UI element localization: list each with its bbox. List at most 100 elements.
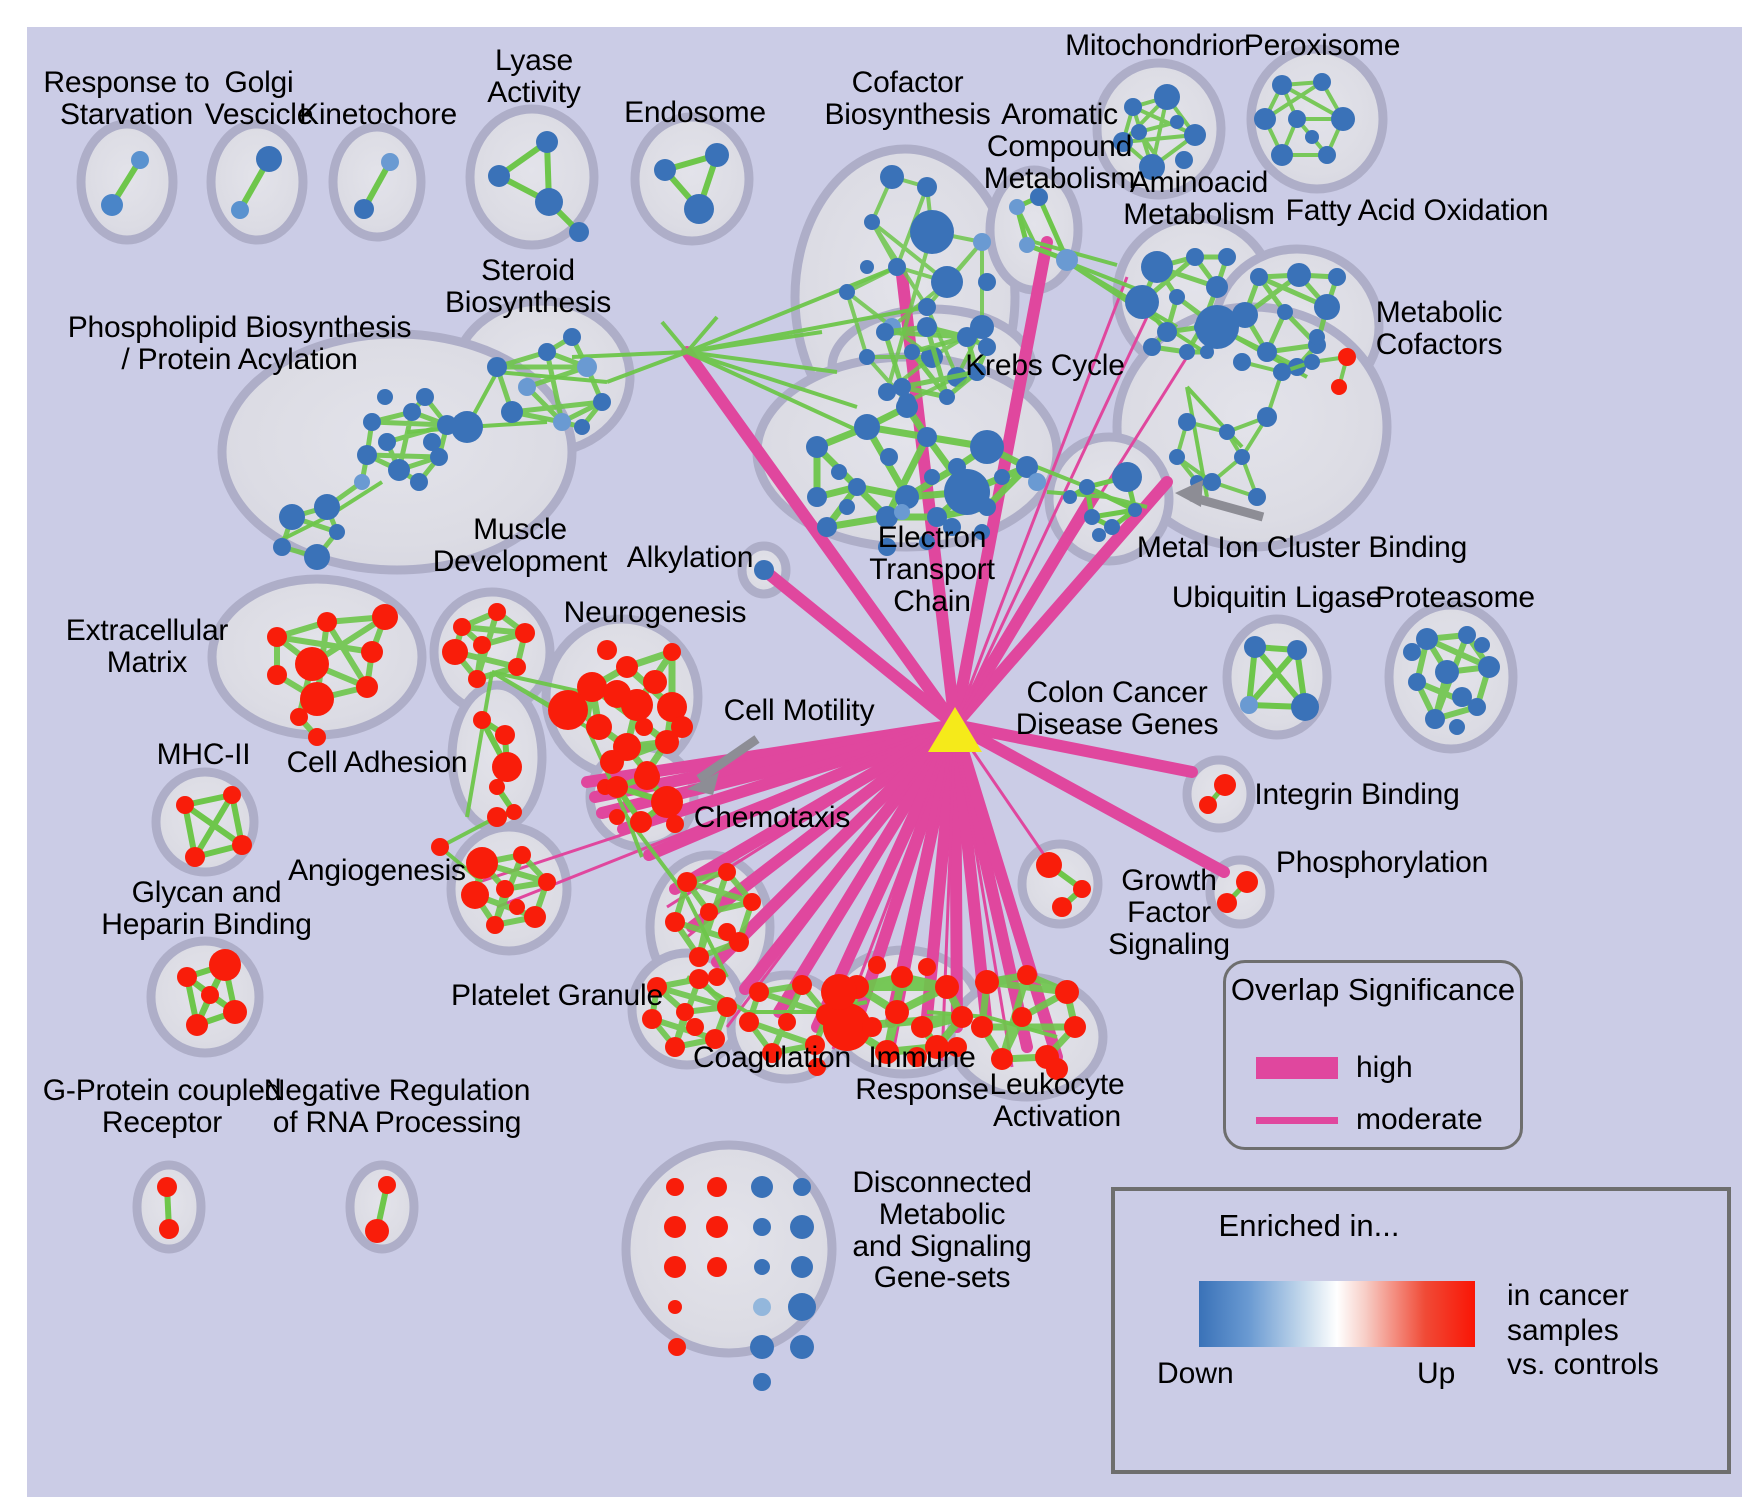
enrichment-up-label: Up xyxy=(1417,1357,1456,1390)
moderate-overlap-swatch xyxy=(1256,1116,1338,1124)
overlap-legend-moderate: moderate xyxy=(1256,1103,1483,1137)
label-extracellular-matrix: Extracellular Matrix xyxy=(65,614,229,679)
nodes-peroxisome xyxy=(1254,73,1355,166)
halo-disconnected xyxy=(621,1140,837,1358)
overlap-significance-legend: Overlap Significance high moderate xyxy=(1223,960,1523,1150)
halo-lyase-activity xyxy=(465,104,599,250)
nodes-cell-adhesion xyxy=(431,711,522,856)
enrichment-down-label: Down xyxy=(1157,1357,1234,1390)
nodes-integrin-binding xyxy=(1199,774,1236,814)
label-krebs-cycle: Krebs Cycle xyxy=(965,349,1125,382)
nodes-ubiquitin-ligase xyxy=(1240,636,1319,721)
label-response-to-starvation: Response to Starvation xyxy=(43,66,210,131)
label-kinetochore: Kinetochore xyxy=(299,98,457,131)
label-neg-reg-rna: Negative Regulation of RNA Processing xyxy=(263,1074,531,1139)
nodes-muscle-development xyxy=(442,603,535,688)
nodes-cofactor-biosynthesis xyxy=(839,165,996,411)
network-plot-area: Response to Starvation Golgi Vescicle Ki… xyxy=(27,27,1742,1497)
nodes-steroid-biosynthesis xyxy=(451,328,611,443)
annotation-arrows xyxy=(687,480,1265,795)
network-graph xyxy=(76,44,1518,1391)
label-endosome: Endosome xyxy=(624,96,766,129)
label-angiogenesis: Angiogenesis xyxy=(288,854,466,887)
enrichment-colorbar xyxy=(1199,1281,1475,1347)
nodes-extracellular-matrix xyxy=(267,604,398,746)
nodes-metal-ion-cluster-binding xyxy=(1063,462,1142,542)
nodes-endosome xyxy=(654,143,729,224)
overlap-legend-high: high xyxy=(1256,1051,1413,1085)
label-fatty-acid-oxidation: Fatty Acid Oxidation xyxy=(1285,194,1549,227)
nodes-kinetochore xyxy=(354,153,399,219)
label-colon-cancer-hub: Colon Cancer Disease Genes xyxy=(1015,676,1219,741)
label-peroxisome: Peroxisome xyxy=(1243,29,1401,62)
nodes-aminoacid-metabolism xyxy=(1125,248,1239,360)
nodes-mitochondrion xyxy=(1113,84,1206,180)
nodes-response-to-starvation xyxy=(101,151,149,216)
label-growth-factor-signaling: Growth Factor Signaling xyxy=(1108,864,1230,961)
label-phospholipid-biosynthesis: Phospholipid Biosynthesis / Protein Acyl… xyxy=(67,311,412,376)
nodes-angiogenesis xyxy=(461,846,556,934)
nodes-cell-motility xyxy=(606,764,684,833)
label-glycan-heparin-binding: Glycan and Heparin Binding xyxy=(101,876,312,941)
label-proteasome: Proteasome xyxy=(1375,581,1535,614)
label-chemotaxis: Chemotaxis xyxy=(693,801,851,834)
nodes-growth-factor-signaling xyxy=(1036,852,1091,917)
nodes-fatty-acid-oxidation xyxy=(1232,263,1346,376)
label-aromatic-compound-metabolism: Aromatic Compound Metabolism xyxy=(983,98,1136,195)
label-leukocyte-activation: Leukocyte Activation xyxy=(989,1068,1125,1133)
label-platelet-granule: Platelet Granule xyxy=(451,979,663,1012)
high-overlap-label: high xyxy=(1356,1051,1413,1084)
nodes-metabolic-cofactors xyxy=(1169,329,1356,506)
hub-edges-moderate xyxy=(478,276,1189,1068)
label-mhc-ii: MHC-II xyxy=(156,738,251,771)
nodes-glycan-heparin-binding xyxy=(177,949,247,1036)
overlap-legend-title: Overlap Significance xyxy=(1230,972,1516,1007)
nodes-krebs-cycle xyxy=(876,317,996,405)
nodes-neg-reg-rna xyxy=(365,1176,396,1243)
nodes-phospholipid-biosynthesis xyxy=(273,388,457,570)
enrichment-legend: Enriched in... Down Up in cancer samples… xyxy=(1111,1187,1731,1474)
label-cell-motility: Cell Motility xyxy=(723,694,875,727)
nodes-aromatic-compound-metabolism xyxy=(1009,188,1078,271)
label-coagulation: Coagulation xyxy=(693,1041,851,1074)
label-neurogenesis: Neurogenesis xyxy=(563,596,747,629)
nodes-platelet-granule xyxy=(642,969,737,1057)
label-mitochondrion: Mitochondrion xyxy=(1065,29,1251,62)
nodes-immune-response xyxy=(821,956,973,1067)
cell-motility-arrow xyxy=(687,735,760,795)
enrichment-legend-title: Enriched in... xyxy=(1218,1208,1400,1243)
label-disconnected: Disconnected Metabolic and Signaling Gen… xyxy=(852,1166,1032,1295)
nodes-phosphorylation xyxy=(1217,871,1258,913)
label-gpcr: G-Protein coupled Receptor xyxy=(42,1074,282,1139)
label-metabolic-cofactors: Metabolic Cofactors xyxy=(1375,296,1503,361)
label-electron-transport-chain: Electron Transport Chain xyxy=(869,521,995,618)
moderate-overlap-label: moderate xyxy=(1356,1103,1483,1136)
nodes-proteasome xyxy=(1403,626,1500,735)
halo-endosome xyxy=(630,112,754,246)
label-integrin-binding: Integrin Binding xyxy=(1254,778,1460,811)
nodes-disconnected xyxy=(664,1176,816,1391)
label-ubiquitin-ligase: Ubiquitin Ligase xyxy=(1171,581,1383,614)
nodes-chemotaxis xyxy=(665,863,761,986)
label-alkylation: Alkylation xyxy=(626,541,754,574)
label-phosphorylation: Phosphorylation xyxy=(1275,846,1489,879)
label-cell-adhesion: Cell Adhesion xyxy=(286,746,468,779)
nodes-golgi-vescicle xyxy=(231,146,282,219)
label-immune-response: Immune Response xyxy=(855,1041,989,1106)
colon-cancer-hub-node[interactable] xyxy=(928,707,982,752)
metal-ion-arrow xyxy=(1175,480,1265,522)
hub-edges-high xyxy=(581,236,1230,1063)
nodes-gpcr xyxy=(157,1177,179,1239)
label-lyase-activity: Lyase Activity xyxy=(487,44,581,109)
label-steroid-biosynthesis: Steroid Biosynthesis xyxy=(444,254,611,319)
nodes-electron-transport-chain xyxy=(806,396,1046,556)
label-aminoacid-metabolism: Aminoacid Metabolism xyxy=(1123,166,1275,231)
label-metal-ion-cluster-binding: Metal Ion Cluster Binding xyxy=(1136,531,1468,564)
high-overlap-swatch xyxy=(1256,1057,1338,1079)
nodes-mhc-ii xyxy=(176,786,252,867)
enrichment-side-label: in cancer samples vs. controls xyxy=(1507,1279,1659,1381)
nodes-alkylation xyxy=(754,560,774,580)
label-cofactor-biosynthesis: Cofactor Biosynthesis xyxy=(824,66,991,131)
label-muscle-development: Muscle Development xyxy=(432,513,608,578)
label-golgi-vescicle: Golgi Vescicle xyxy=(204,66,314,131)
